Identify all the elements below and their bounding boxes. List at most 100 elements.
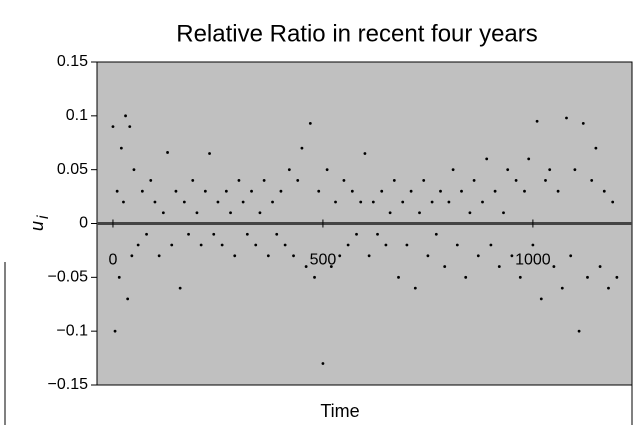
point	[145, 232, 148, 236]
point	[113, 329, 117, 333]
point	[607, 286, 610, 290]
point	[371, 200, 375, 204]
point	[216, 200, 220, 204]
point	[418, 211, 421, 215]
point	[552, 265, 556, 268]
point	[430, 200, 434, 204]
point	[422, 179, 426, 182]
point	[233, 254, 237, 258]
point	[502, 211, 505, 215]
point	[392, 179, 396, 182]
point	[577, 329, 581, 333]
y-tick-label: −0.15	[48, 376, 89, 393]
point	[161, 211, 165, 215]
point	[615, 275, 619, 279]
y-axis-title-subscript: i	[35, 215, 52, 219]
point	[384, 243, 388, 247]
y-tick-label: 0.05	[57, 161, 88, 178]
point	[254, 243, 258, 247]
point	[250, 189, 253, 193]
point	[476, 254, 480, 258]
point	[178, 286, 182, 290]
point	[313, 275, 316, 279]
y-axis-title-base: u	[27, 221, 47, 231]
point	[535, 119, 539, 123]
point	[283, 243, 287, 247]
point	[136, 243, 140, 247]
point	[122, 200, 125, 204]
point	[376, 232, 379, 236]
point	[560, 286, 564, 290]
point	[140, 189, 144, 193]
point	[472, 179, 476, 182]
point	[581, 121, 585, 125]
x-axis-title: Time	[320, 401, 359, 421]
y-tick-label: −0.1	[56, 322, 88, 339]
point	[594, 146, 598, 150]
point	[434, 232, 438, 236]
point	[531, 243, 535, 247]
point	[117, 275, 121, 279]
point	[405, 243, 409, 247]
point	[363, 152, 367, 155]
point	[409, 189, 413, 193]
point	[510, 254, 514, 258]
point	[275, 232, 279, 236]
point	[346, 243, 350, 247]
point	[279, 189, 283, 193]
point	[455, 243, 459, 247]
point	[157, 254, 161, 258]
point	[212, 232, 216, 236]
point	[489, 243, 493, 247]
point	[115, 189, 119, 193]
point	[388, 211, 392, 215]
y-axis-title: u i	[27, 215, 52, 231]
point	[548, 168, 552, 172]
point	[401, 200, 405, 204]
point	[586, 275, 589, 279]
point	[153, 200, 157, 204]
point	[245, 232, 249, 236]
x-tick-label: 500	[310, 252, 337, 269]
point	[468, 211, 472, 215]
point	[300, 146, 304, 150]
point	[174, 189, 178, 193]
point	[451, 168, 455, 172]
point	[119, 146, 123, 150]
point	[338, 254, 342, 258]
point	[544, 179, 547, 182]
point	[187, 232, 190, 236]
point	[602, 189, 606, 193]
point	[132, 168, 136, 172]
point	[514, 179, 518, 182]
point	[493, 189, 497, 193]
point	[569, 254, 573, 258]
y-tick-label: 0.1	[66, 107, 88, 124]
point	[182, 200, 186, 204]
point	[124, 114, 127, 118]
point	[426, 254, 430, 258]
point	[611, 200, 615, 204]
point	[518, 275, 522, 279]
point	[266, 254, 270, 258]
point	[598, 265, 602, 268]
point	[325, 168, 329, 172]
point	[413, 286, 417, 290]
point	[527, 157, 531, 161]
point	[195, 211, 199, 215]
chart-title: Relative Ratio in recent four years	[176, 20, 538, 47]
point	[334, 200, 337, 204]
point	[287, 168, 291, 172]
point	[262, 179, 266, 182]
point	[126, 297, 130, 301]
point	[199, 243, 203, 247]
x-tick-label: 0	[109, 252, 118, 269]
point	[229, 211, 232, 215]
point	[506, 168, 510, 172]
y-tick-label: 0	[79, 215, 88, 232]
point	[237, 179, 241, 182]
point	[556, 189, 560, 193]
point	[203, 189, 207, 193]
point	[170, 243, 174, 247]
